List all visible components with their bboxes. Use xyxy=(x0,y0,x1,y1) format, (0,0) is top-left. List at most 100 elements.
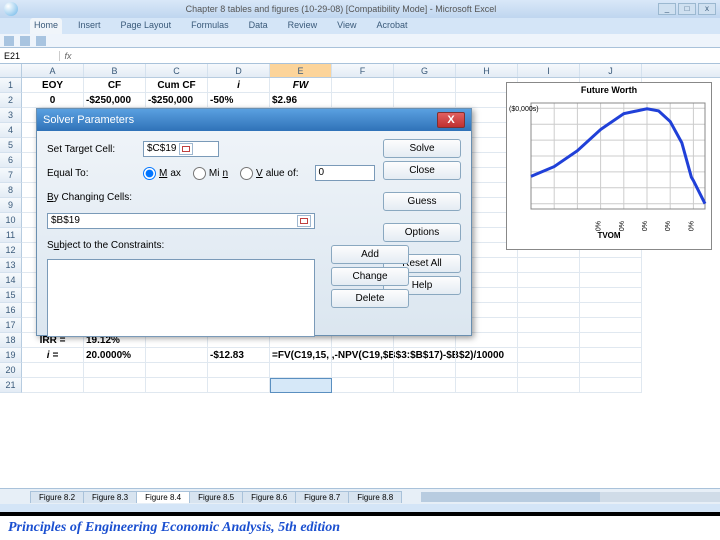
cell-E20[interactable] xyxy=(270,363,332,378)
cell-D1[interactable]: i xyxy=(208,78,270,93)
row-header[interactable]: 14 xyxy=(0,273,22,288)
add-button[interactable]: Add xyxy=(331,245,409,264)
solver-titlebar[interactable]: Solver Parameters X xyxy=(37,109,471,131)
cut-icon[interactable] xyxy=(20,36,30,46)
cell-B20[interactable] xyxy=(84,363,146,378)
solver-close-button[interactable]: X xyxy=(437,112,465,128)
row-header[interactable]: 9 xyxy=(0,198,22,213)
sheet-tab[interactable]: Figure 8.6 xyxy=(242,491,296,503)
value-of-input[interactable]: 0 xyxy=(315,165,375,181)
cell-A19[interactable]: i = xyxy=(22,348,84,363)
sheet-tab[interactable]: Figure 8.2 xyxy=(30,491,84,503)
cell-J13[interactable] xyxy=(580,258,642,273)
cell-B19[interactable]: 20.0000% xyxy=(84,348,146,363)
cell-C19[interactable] xyxy=(146,348,208,363)
scroll-thumb[interactable] xyxy=(421,492,600,502)
cell-G21[interactable] xyxy=(394,378,456,393)
cell-B1[interactable]: CF xyxy=(84,78,146,93)
cell-J19[interactable] xyxy=(580,348,642,363)
cell-G1[interactable] xyxy=(394,78,456,93)
cell-I20[interactable] xyxy=(518,363,580,378)
col-J[interactable]: J xyxy=(580,64,642,77)
sheet-tab[interactable]: Figure 8.5 xyxy=(189,491,243,503)
cell-J14[interactable] xyxy=(580,273,642,288)
sheet-tab[interactable]: Figure 8.8 xyxy=(348,491,402,503)
range-picker-icon[interactable] xyxy=(297,215,311,227)
cell-A21[interactable] xyxy=(22,378,84,393)
cell-I19[interactable] xyxy=(518,348,580,363)
cell-J16[interactable] xyxy=(580,303,642,318)
name-box[interactable]: E21 xyxy=(0,51,60,61)
cell-E19[interactable]: =FV(C19,15, ,-NPV(C19,$B$3:$B$17)-$B$2)/… xyxy=(270,348,332,363)
row-header[interactable]: 16 xyxy=(0,303,22,318)
row-header[interactable]: 3 xyxy=(0,108,22,123)
cell-H21[interactable] xyxy=(456,378,518,393)
cell-C2[interactable]: -$250,000 xyxy=(146,93,208,108)
paste-icon[interactable] xyxy=(4,36,14,46)
radio-max-input[interactable] xyxy=(143,167,156,180)
cell-J21[interactable] xyxy=(580,378,642,393)
cell-I18[interactable] xyxy=(518,333,580,348)
col-D[interactable]: D xyxy=(208,64,270,77)
options-button[interactable]: Options xyxy=(383,223,461,242)
cell-J18[interactable] xyxy=(580,333,642,348)
radio-value-of[interactable]: Value of: xyxy=(240,167,298,180)
office-orb[interactable] xyxy=(4,2,18,16)
row-header[interactable]: 10 xyxy=(0,213,22,228)
cell-I16[interactable] xyxy=(518,303,580,318)
col-C[interactable]: C xyxy=(146,64,208,77)
close-window-button[interactable]: x xyxy=(698,3,716,15)
radio-value-input[interactable] xyxy=(240,167,253,180)
radio-min[interactable]: Min xyxy=(193,167,228,180)
cell-A1[interactable]: EOY xyxy=(22,78,84,93)
cell-D21[interactable] xyxy=(208,378,270,393)
cell-H19[interactable] xyxy=(456,348,518,363)
tab-page-layout[interactable]: Page Layout xyxy=(117,18,176,34)
cell-J20[interactable] xyxy=(580,363,642,378)
solve-button[interactable]: Solve xyxy=(383,139,461,158)
cell-D20[interactable] xyxy=(208,363,270,378)
row-header[interactable]: 12 xyxy=(0,243,22,258)
cell-I13[interactable] xyxy=(518,258,580,273)
col-I[interactable]: I xyxy=(518,64,580,77)
changing-cells-input[interactable]: $B$19 xyxy=(47,213,315,229)
sheet-tab[interactable]: Figure 8.7 xyxy=(295,491,349,503)
row-header[interactable]: 2 xyxy=(0,93,22,108)
row-header[interactable]: 6 xyxy=(0,153,22,168)
row-header[interactable]: 7 xyxy=(0,168,22,183)
select-all-corner[interactable] xyxy=(0,64,22,77)
cell-E1[interactable]: FW xyxy=(270,78,332,93)
tab-insert[interactable]: Insert xyxy=(74,18,105,34)
cell-H20[interactable] xyxy=(456,363,518,378)
col-G[interactable]: G xyxy=(394,64,456,77)
cell-G20[interactable] xyxy=(394,363,456,378)
cell-E21[interactable] xyxy=(270,378,332,393)
tab-review[interactable]: Review xyxy=(284,18,322,34)
cell-B2[interactable]: -$250,000 xyxy=(84,93,146,108)
col-H[interactable]: H xyxy=(456,64,518,77)
horizontal-scrollbar[interactable] xyxy=(421,492,720,502)
cell-J15[interactable] xyxy=(580,288,642,303)
sheet-tab[interactable]: Figure 8.3 xyxy=(83,491,137,503)
sheet-tab[interactable]: Figure 8.4 xyxy=(136,491,190,503)
row-header[interactable]: 15 xyxy=(0,288,22,303)
cell-I17[interactable] xyxy=(518,318,580,333)
cell-F19[interactable] xyxy=(332,348,394,363)
tab-view[interactable]: View xyxy=(333,18,360,34)
close-button[interactable]: Close xyxy=(383,161,461,180)
cell-D19[interactable]: -$12.83 xyxy=(208,348,270,363)
row-header[interactable]: 17 xyxy=(0,318,22,333)
cell-G19[interactable] xyxy=(394,348,456,363)
cell-C1[interactable]: Cum CF xyxy=(146,78,208,93)
col-B[interactable]: B xyxy=(84,64,146,77)
row-header[interactable]: 18 xyxy=(0,333,22,348)
target-cell-input[interactable]: $C$19 xyxy=(143,141,219,157)
cell-F1[interactable] xyxy=(332,78,394,93)
cell-B21[interactable] xyxy=(84,378,146,393)
cell-J17[interactable] xyxy=(580,318,642,333)
cell-I15[interactable] xyxy=(518,288,580,303)
change-button[interactable]: Change xyxy=(331,267,409,286)
minimize-button[interactable]: _ xyxy=(658,3,676,15)
cell-I14[interactable] xyxy=(518,273,580,288)
tab-home[interactable]: Home xyxy=(30,18,62,34)
